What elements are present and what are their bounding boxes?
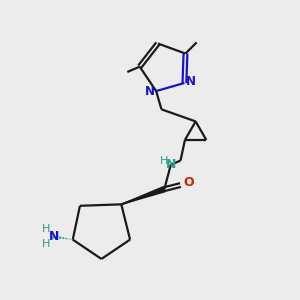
- Text: N: N: [166, 158, 176, 171]
- Text: H: H: [42, 224, 50, 234]
- Text: O: O: [183, 176, 194, 189]
- Text: N: N: [49, 230, 59, 243]
- Text: N: N: [145, 85, 155, 98]
- Text: N: N: [186, 75, 196, 88]
- Polygon shape: [121, 187, 165, 204]
- Text: H: H: [160, 156, 169, 166]
- Text: H: H: [42, 239, 50, 249]
